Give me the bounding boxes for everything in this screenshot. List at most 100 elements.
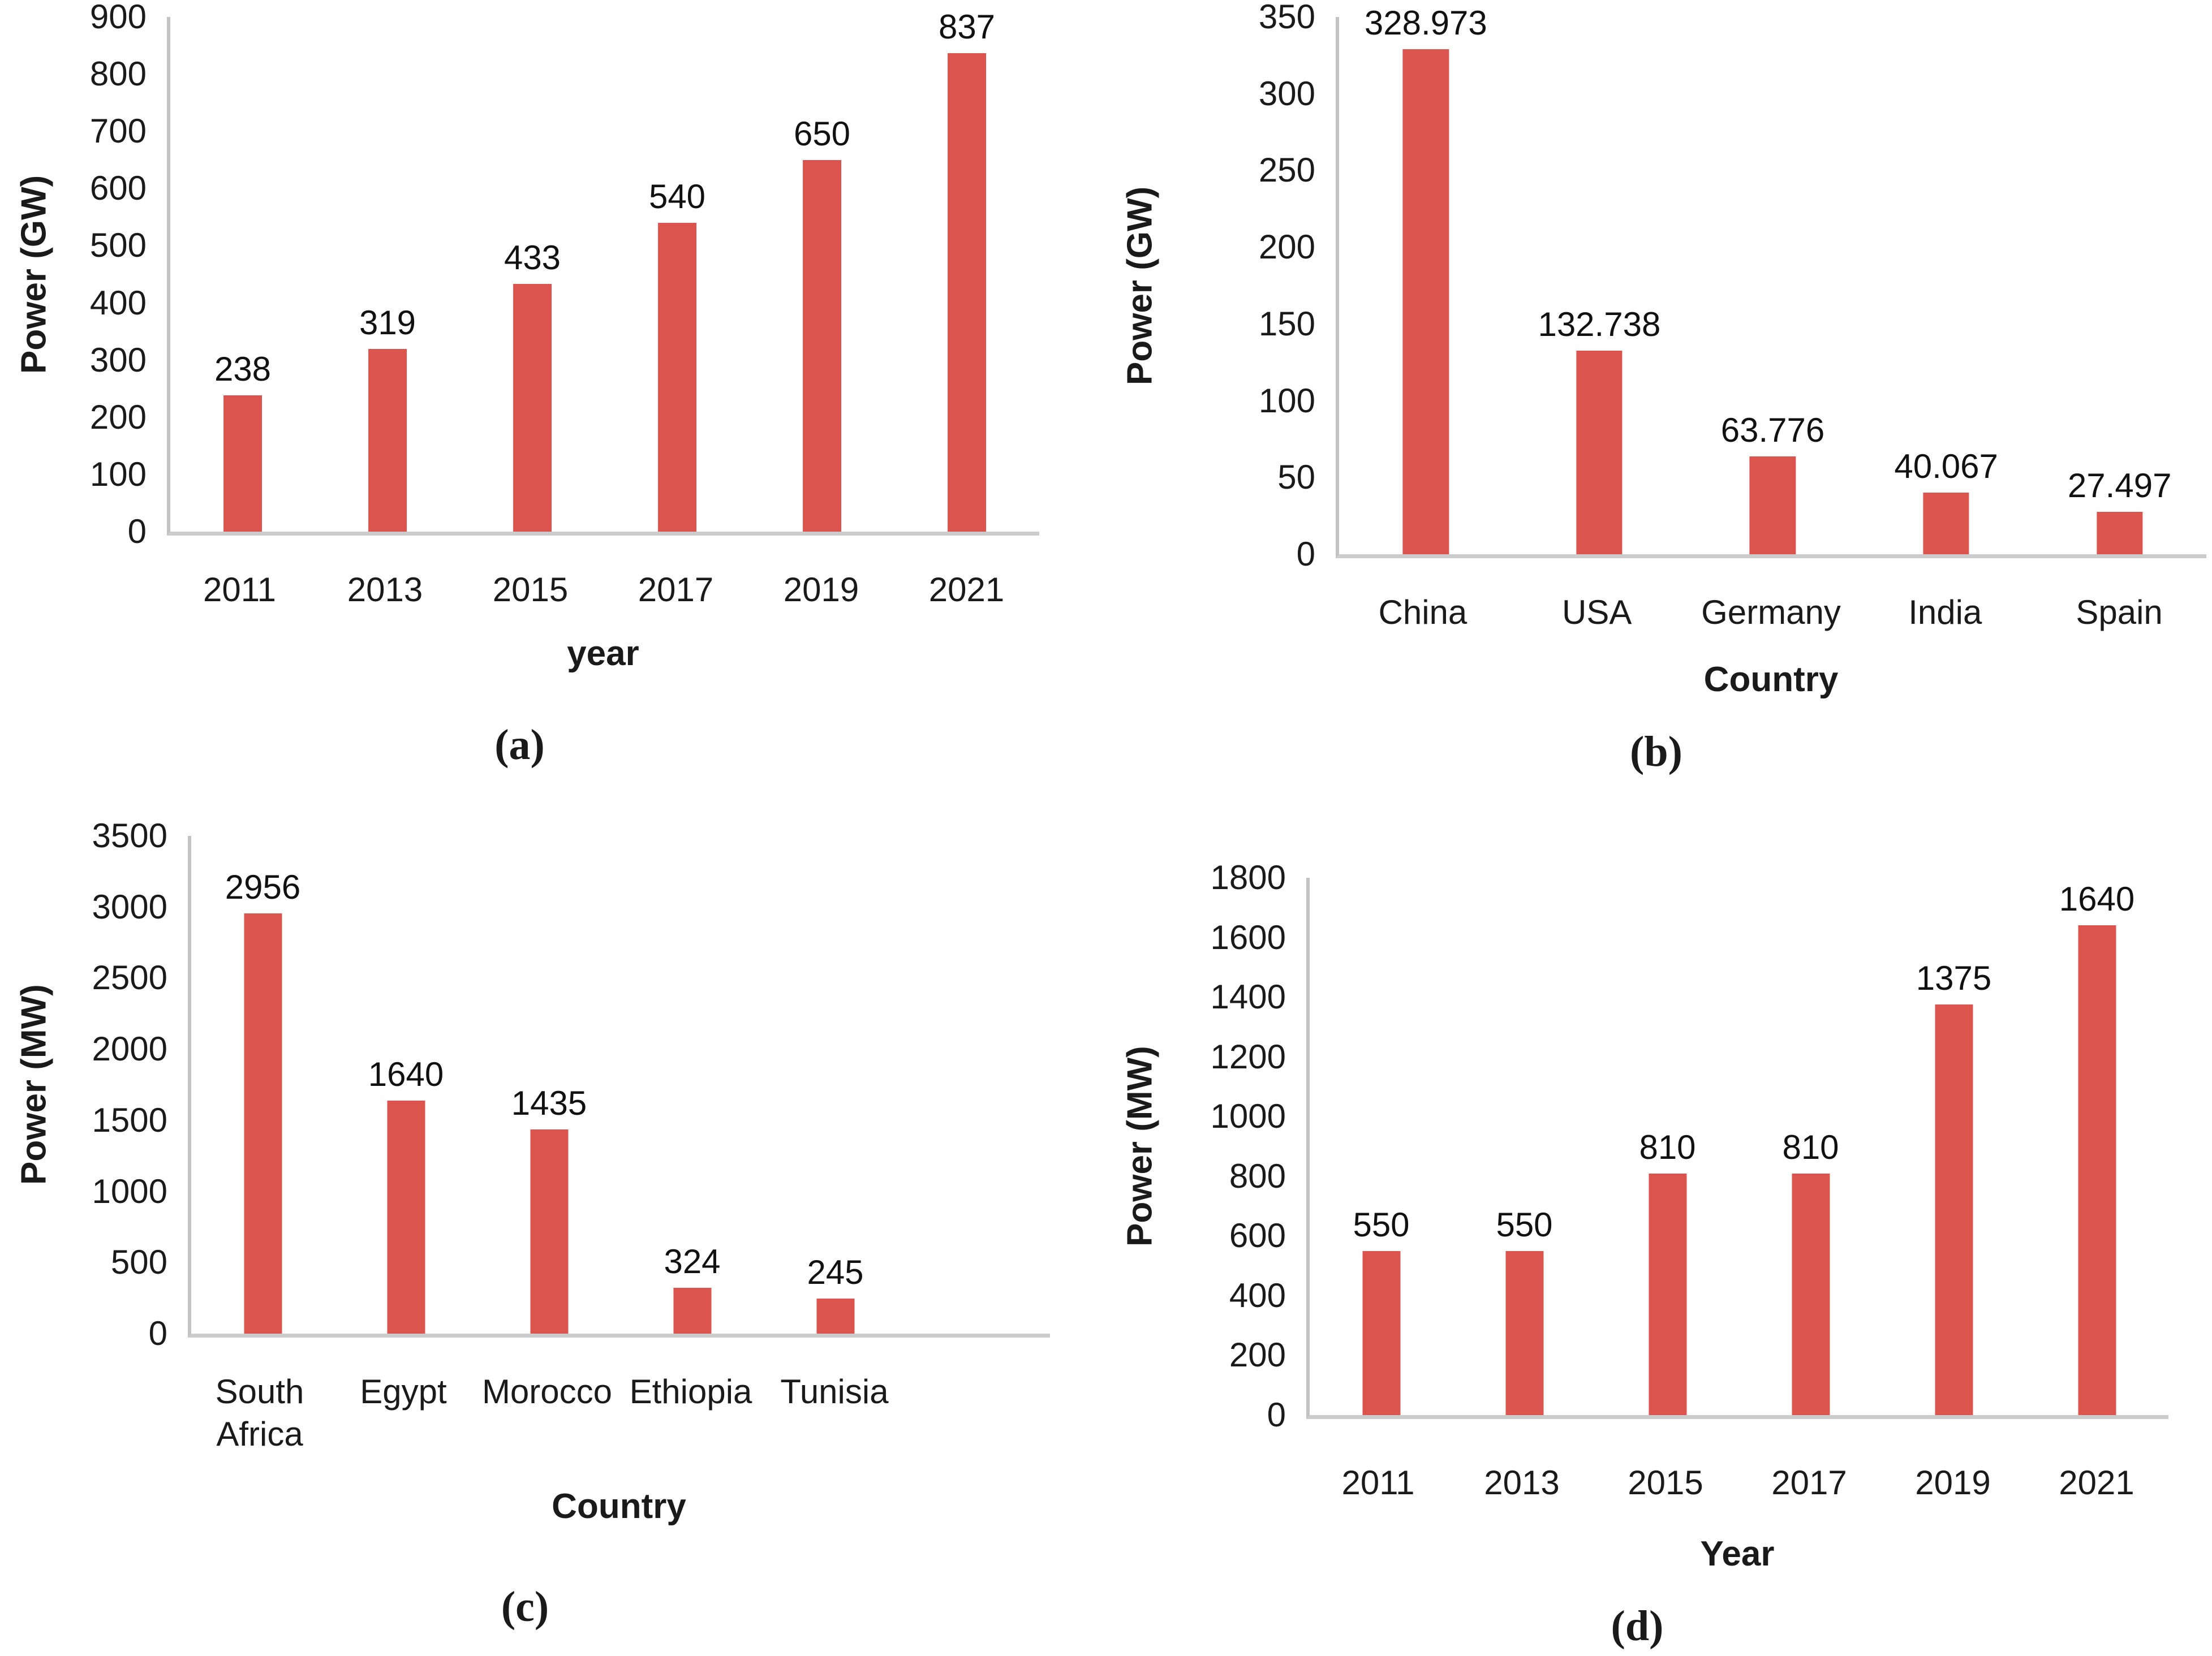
y-tick-label: 1000 bbox=[92, 1172, 167, 1210]
y-tick-label: 600 bbox=[89, 169, 147, 208]
y-tick-label: 300 bbox=[89, 340, 147, 379]
plot-area: 550 550 810 810 1375 1640 bbox=[1306, 878, 2168, 1419]
bar bbox=[803, 159, 841, 532]
y-tick-label: 800 bbox=[89, 55, 147, 93]
value-label: 1375 bbox=[1916, 959, 1992, 998]
bar-slot: 132.738 bbox=[1513, 17, 1686, 554]
chart-panel-b: Power (GW) 350 300 250 200 150 100 50 0 328.973… bbox=[1106, 0, 2212, 828]
bar-slot: 1640 bbox=[334, 836, 477, 1334]
x-axis-title: year bbox=[567, 634, 639, 673]
y-tick-label: 50 bbox=[1277, 458, 1315, 497]
value-label: 328.973 bbox=[1364, 4, 1487, 42]
bar-slot: 1640 bbox=[2025, 878, 2168, 1415]
y-tick-label: 2500 bbox=[92, 959, 167, 997]
y-tick-label: 250 bbox=[1258, 151, 1315, 189]
x-axis-title: Country bbox=[552, 1487, 686, 1526]
bar-slot: 63.776 bbox=[1686, 17, 1860, 554]
bar bbox=[530, 1129, 569, 1334]
y-axis-tick-labels: 1800 1600 1400 1200 1000 800 600 400 200 0 bbox=[1174, 861, 1306, 1432]
y-tick-label: 2000 bbox=[92, 1030, 167, 1068]
bar-slot: 650 bbox=[750, 17, 894, 532]
value-label: 550 bbox=[1353, 1205, 1410, 1244]
bar bbox=[948, 53, 986, 532]
x-axis-tick-labels: 2011 2013 2015 2017 2019 2021 bbox=[1306, 1461, 2168, 1506]
subfigure-caption-a: (a) bbox=[494, 721, 545, 769]
x-tick-label: 2011 bbox=[203, 571, 276, 609]
chart-panel-c: Power (MW) 3500 3000 2500 2000 1500 1000 500 0 … bbox=[0, 819, 1106, 1656]
value-label: 238 bbox=[214, 350, 272, 389]
bar bbox=[1505, 1250, 1544, 1415]
y-tick-label: 500 bbox=[89, 226, 147, 265]
value-label: 324 bbox=[664, 1242, 721, 1280]
bar bbox=[1934, 1004, 1973, 1415]
bar-slot: 27.497 bbox=[2033, 17, 2206, 554]
bar bbox=[1402, 49, 1449, 554]
value-label: 132.738 bbox=[1538, 305, 1661, 343]
y-tick-label: 0 bbox=[127, 512, 147, 550]
x-axis-tick-labels: China USA Germany India Spain bbox=[1336, 591, 2206, 635]
y-tick-label: 700 bbox=[89, 112, 147, 150]
value-label: 27.497 bbox=[2067, 467, 2172, 505]
y-tick-label: 1600 bbox=[1210, 918, 1286, 956]
x-axis-tick-labels: 2011 2013 2015 2017 2019 2021 bbox=[167, 568, 1039, 613]
value-label: 1640 bbox=[2059, 880, 2135, 918]
y-tick-label: 0 bbox=[1267, 1396, 1286, 1434]
y-tick-label: 0 bbox=[1296, 535, 1315, 573]
chart-panel-d: Power (MW) 1800 1600 1400 1200 1000 800 600 400… bbox=[1106, 828, 2212, 1656]
y-tick-label: 200 bbox=[1229, 1336, 1286, 1374]
chart-panel-a: Power (GW) 900 800 700 600 500 400 300 200 100 0 … bbox=[0, 0, 1106, 828]
y-tick-label: 1000 bbox=[1210, 1097, 1286, 1136]
value-label: 550 bbox=[1496, 1205, 1553, 1244]
y-tick-label: 500 bbox=[110, 1243, 167, 1282]
value-label: 2956 bbox=[225, 868, 301, 906]
x-axis-title: Year bbox=[1700, 1534, 1775, 1573]
bar bbox=[1749, 456, 1796, 554]
y-tick-label: 1200 bbox=[1210, 1037, 1286, 1076]
bar bbox=[1923, 493, 1969, 554]
x-tick-label: Egypt bbox=[360, 1373, 447, 1411]
plot-area: 238 319 433 540 650 837 bbox=[167, 10, 1039, 536]
bar-slot: 1435 bbox=[477, 836, 621, 1334]
x-tick-label: 2015 bbox=[492, 571, 569, 609]
x-tick-label: 2019 bbox=[1915, 1464, 1991, 1502]
bar bbox=[1648, 1173, 1687, 1415]
y-tick-label: 150 bbox=[1258, 304, 1315, 343]
bar bbox=[2097, 512, 2143, 554]
value-label: 540 bbox=[648, 178, 706, 215]
x-tick-label: USA bbox=[1562, 593, 1632, 631]
bar bbox=[658, 223, 696, 532]
chart-area: Power (GW) 350 300 250 200 150 100 50 0 328.973… bbox=[1106, 0, 2206, 699]
x-tick-label: 2021 bbox=[928, 571, 1005, 609]
plot-area: 2956 1640 1435 324 245 bbox=[188, 836, 1050, 1338]
y-tick-label: 400 bbox=[89, 283, 147, 322]
value-label: 40.067 bbox=[1894, 447, 1998, 486]
bar-slot: 550 bbox=[1310, 878, 1453, 1415]
bar bbox=[1791, 1173, 1830, 1415]
value-label: 245 bbox=[807, 1253, 864, 1292]
value-label: 433 bbox=[503, 239, 561, 277]
y-axis-title: Power (MW) bbox=[1120, 1046, 1160, 1247]
value-label: 837 bbox=[938, 7, 996, 46]
x-axis-title: Country bbox=[1703, 660, 1839, 699]
plot-area: 328.973 132.738 63.776 40.067 27.497 bbox=[1336, 6, 2206, 558]
chart-area: Power (GW) 900 800 700 600 500 400 300 200 100 0 … bbox=[0, 0, 1039, 673]
x-tick-label: 2013 bbox=[347, 571, 423, 609]
bar-slot: 324 bbox=[621, 836, 764, 1334]
bar bbox=[1362, 1250, 1401, 1415]
subfigure-caption-c: (c) bbox=[501, 1583, 549, 1631]
y-tick-label: 800 bbox=[1229, 1157, 1286, 1195]
y-tick-label: 1500 bbox=[92, 1101, 167, 1139]
bar bbox=[223, 395, 262, 532]
chart-area: Power (MW) 1800 1600 1400 1200 1000 800 600 400… bbox=[1106, 861, 2168, 1573]
y-axis-tick-labels: 3500 3000 2500 2000 1500 1000 500 0 bbox=[68, 819, 188, 1351]
bar-slot: 238 bbox=[170, 17, 315, 532]
y-axis-tick-labels: 350 300 250 200 150 100 50 0 bbox=[1174, 0, 1336, 571]
bar bbox=[673, 1287, 712, 1334]
y-tick-label: 600 bbox=[1229, 1217, 1286, 1255]
value-label: 1640 bbox=[368, 1055, 444, 1093]
bar-slot: 319 bbox=[315, 17, 460, 532]
x-tick-label: Morocco bbox=[481, 1373, 613, 1411]
y-tick-label: 3500 bbox=[92, 817, 167, 855]
x-tick-label: China bbox=[1378, 593, 1468, 631]
